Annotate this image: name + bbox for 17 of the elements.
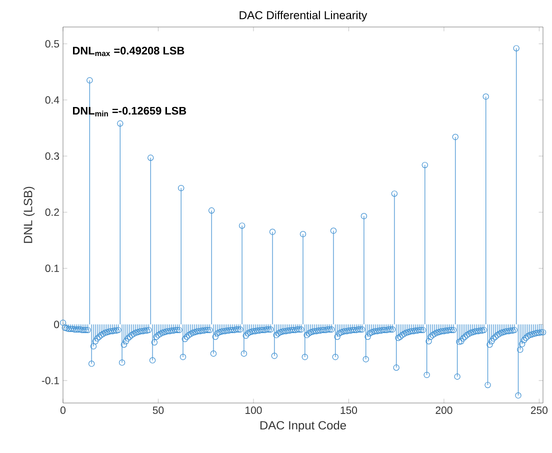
y-tick-label: 0.3 — [45, 152, 60, 160]
y-tick-label: 0.1 — [45, 264, 59, 272]
x-axis-title: DAC Input Code — [260, 420, 346, 432]
x-tick-label: 200 — [436, 406, 452, 414]
x-tick-label: 0 — [60, 406, 66, 414]
x-tick-label: 100 — [246, 406, 262, 414]
chart-title: DAC Differential Linearity — [240, 10, 368, 22]
y-tick-label: 0.5 — [45, 40, 60, 48]
x-tick-label: 150 — [340, 406, 358, 414]
x-tick-label: 250 — [531, 406, 548, 414]
y-tick-label: 0.4 — [45, 96, 60, 104]
y-axis-title: DNL (LSB) — [23, 186, 35, 243]
x-tick-label: 50 — [152, 406, 164, 414]
y-tick-label: 0.2 — [45, 208, 59, 216]
y-tick-label: -0.1 — [42, 376, 59, 384]
y-tick-label: 0 — [54, 320, 60, 328]
annotation: DNL$_{max}$ =0.49208 LSB — [73, 46, 184, 56]
